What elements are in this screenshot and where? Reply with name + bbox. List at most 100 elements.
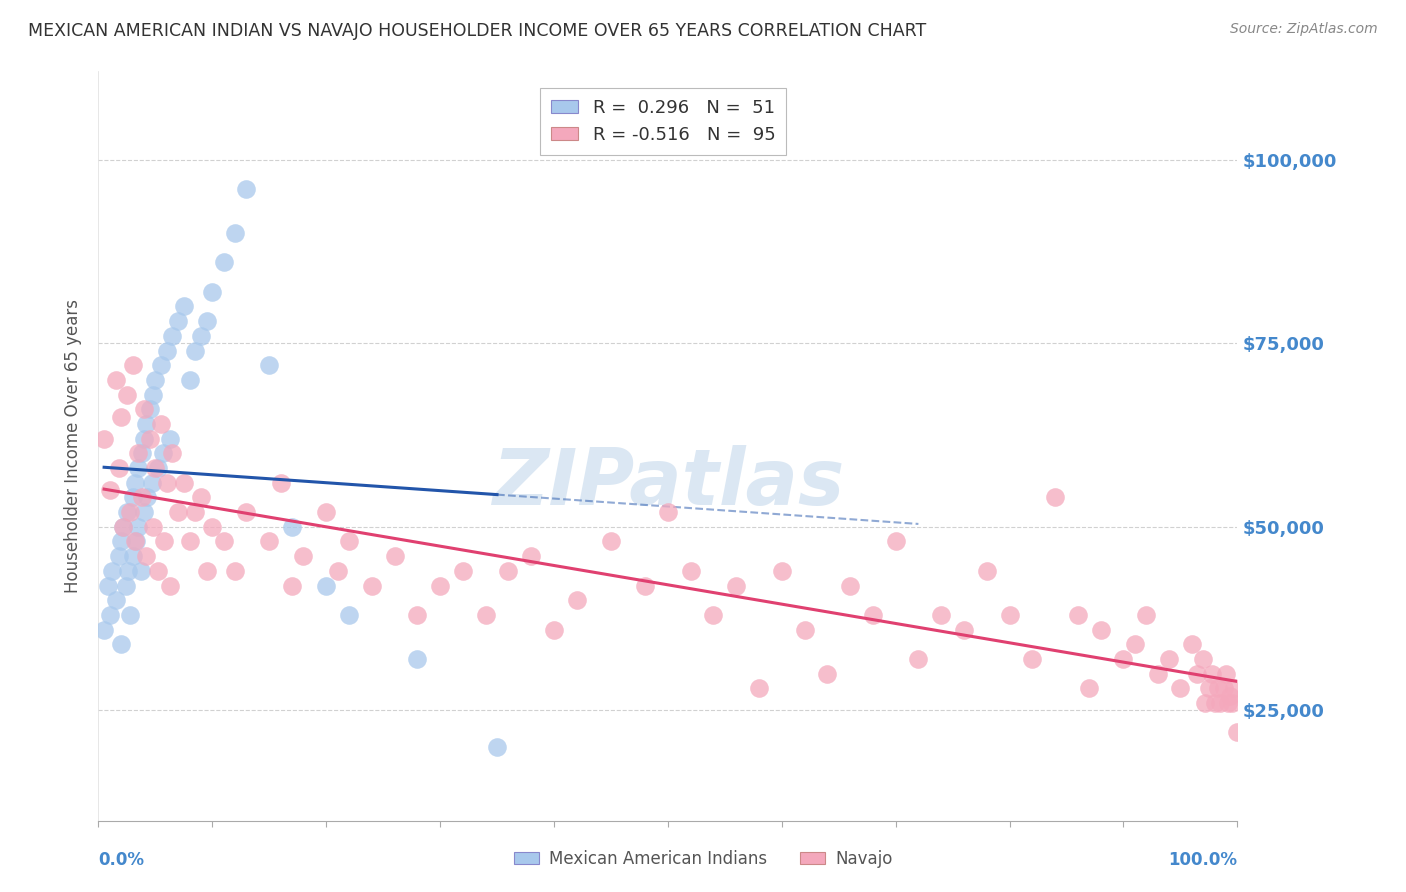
Point [124, 534, 146, 549]
Point [429, 578, 451, 592]
Point [451, 564, 474, 578]
Text: MEXICAN AMERICAN INDIAN VS NAVAJO HOUSEHOLDER INCOME OVER 65 YEARS CORRELATION C: MEXICAN AMERICAN INDIAN VS NAVAJO HOUSEH… [28, 22, 927, 40]
Legend: Mexican American Indians, Navajo: Mexican American Indians, Navajo [508, 844, 898, 875]
Point [1219, 689, 1241, 703]
Point [679, 564, 702, 578]
Point [1187, 666, 1209, 681]
Point [173, 475, 195, 490]
Y-axis label: Householder Income Over 65 years: Householder Income Over 65 years [65, 299, 83, 593]
Point [132, 432, 155, 446]
Point [1090, 623, 1112, 637]
Point [159, 432, 181, 446]
Point [212, 534, 235, 549]
Point [115, 505, 138, 519]
Point [145, 461, 167, 475]
Point [839, 578, 862, 592]
Point [98, 483, 121, 497]
Point [124, 475, 146, 490]
Point [748, 681, 770, 696]
Point [474, 607, 496, 622]
Point [108, 461, 131, 475]
Point [195, 314, 218, 328]
Point [136, 491, 159, 505]
Point [179, 534, 201, 549]
Point [953, 623, 976, 637]
Point [1112, 652, 1135, 666]
Legend: R =  0.296   N =  51, R = -0.516   N =  95: R = 0.296 N = 51, R = -0.516 N = 95 [540, 88, 786, 154]
Point [1067, 607, 1090, 622]
Point [976, 564, 998, 578]
Point [1204, 696, 1226, 710]
Point [120, 505, 142, 519]
Point [146, 564, 169, 578]
Point [1212, 681, 1234, 696]
Point [141, 475, 163, 490]
Point [1170, 681, 1192, 696]
Point [862, 607, 884, 622]
Point [212, 255, 235, 269]
Point [259, 534, 281, 549]
Point [1201, 666, 1223, 681]
Point [1226, 725, 1249, 739]
Point [121, 549, 143, 564]
Point [1123, 637, 1146, 651]
Point [337, 534, 360, 549]
Point [184, 343, 207, 358]
Point [121, 358, 143, 372]
Point [104, 373, 127, 387]
Point [173, 300, 195, 314]
Point [1043, 491, 1066, 505]
Point [162, 446, 184, 460]
Point [815, 666, 838, 681]
Point [135, 549, 157, 564]
Point [1135, 607, 1157, 622]
Point [1181, 637, 1204, 651]
Point [725, 578, 748, 592]
Point [138, 432, 160, 446]
Point [190, 328, 212, 343]
Point [1157, 652, 1180, 666]
Point [101, 564, 124, 578]
Point [384, 549, 406, 564]
Point [702, 607, 724, 622]
Point [131, 446, 153, 460]
Point [543, 623, 565, 637]
Point [150, 417, 173, 431]
Point [770, 564, 793, 578]
Point [96, 578, 118, 592]
Point [884, 534, 907, 549]
Point [235, 182, 257, 196]
Point [125, 534, 148, 549]
Point [600, 534, 623, 549]
Point [1021, 652, 1043, 666]
Point [1209, 696, 1232, 710]
Point [142, 520, 165, 534]
Point [138, 402, 160, 417]
Point [1206, 681, 1229, 696]
Point [167, 314, 190, 328]
Point [201, 520, 224, 534]
Point [337, 607, 360, 622]
Point [129, 564, 152, 578]
Point [131, 491, 153, 505]
Point [121, 491, 143, 505]
Point [179, 373, 201, 387]
Point [156, 475, 179, 490]
Point [110, 534, 132, 549]
Point [259, 358, 281, 372]
Point [1078, 681, 1101, 696]
Point [195, 564, 218, 578]
Point [793, 623, 815, 637]
Point [1194, 696, 1216, 710]
Text: Source: ZipAtlas.com: Source: ZipAtlas.com [1230, 22, 1378, 37]
Point [104, 593, 127, 607]
Point [201, 285, 224, 299]
Point [110, 637, 132, 651]
Point [281, 520, 304, 534]
Point [127, 446, 149, 460]
Point [1146, 666, 1168, 681]
Point [93, 432, 115, 446]
Point [153, 534, 176, 549]
Point [634, 578, 657, 592]
Point [1223, 681, 1246, 696]
